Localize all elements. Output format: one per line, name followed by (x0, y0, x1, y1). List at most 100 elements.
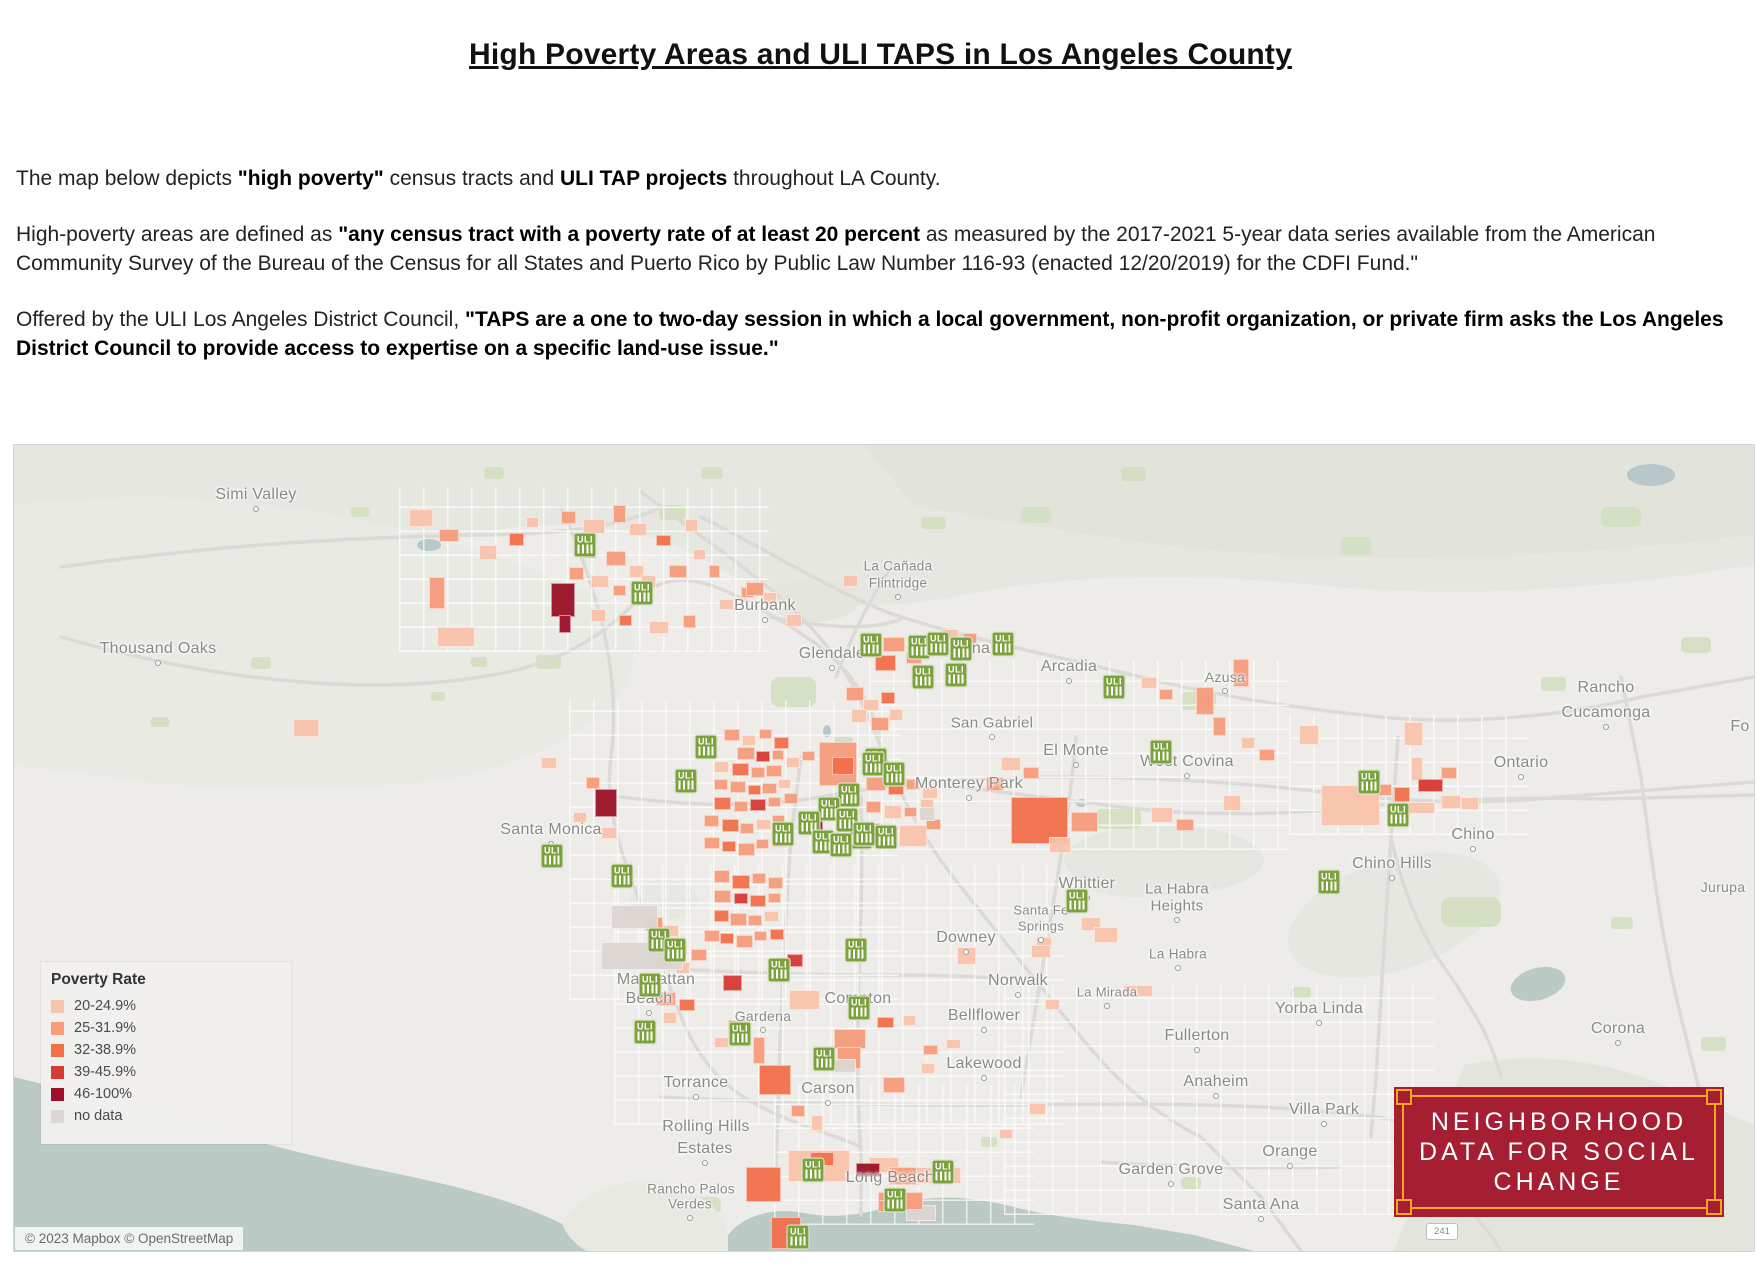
census-tract[interactable] (561, 511, 576, 524)
census-tract[interactable] (919, 807, 935, 821)
census-tract[interactable] (723, 975, 742, 991)
census-tract[interactable] (843, 575, 858, 587)
census-tract[interactable] (683, 615, 696, 628)
census-tract[interactable] (656, 535, 671, 546)
uli-tap-icon[interactable]: ULI (633, 1019, 657, 1045)
census-tract[interactable] (1461, 797, 1479, 810)
uli-tap-icon[interactable]: ULI (949, 636, 973, 662)
census-tract[interactable] (1418, 779, 1443, 792)
census-tract[interactable] (730, 781, 746, 793)
uli-tap-icon[interactable]: ULI (847, 995, 871, 1021)
census-tract[interactable] (714, 779, 728, 790)
census-tract[interactable] (881, 692, 895, 704)
census-tract[interactable] (748, 785, 761, 795)
census-tract[interactable] (595, 789, 617, 817)
census-tract[interactable] (720, 933, 734, 944)
census-tract[interactable] (884, 805, 902, 819)
census-tract[interactable] (923, 1045, 938, 1055)
census-tract[interactable] (756, 751, 770, 762)
census-tract[interactable] (1049, 837, 1071, 853)
census-tract[interactable] (904, 807, 917, 817)
census-tract[interactable] (732, 763, 749, 776)
census-tract[interactable] (883, 637, 905, 652)
uli-tap-icon[interactable]: ULI (1065, 888, 1089, 914)
census-tract[interactable] (722, 819, 739, 832)
census-tract[interactable] (832, 757, 854, 775)
uli-tap-icon[interactable]: ULI (610, 863, 634, 889)
uli-tap-icon[interactable]: ULI (812, 1046, 836, 1072)
census-tract[interactable] (756, 819, 771, 830)
census-tract[interactable] (1011, 797, 1068, 844)
census-tract[interactable] (606, 551, 626, 566)
census-tract[interactable] (1071, 812, 1098, 832)
census-tract[interactable] (1196, 687, 1214, 715)
census-tract[interactable] (1159, 689, 1173, 700)
census-tract[interactable] (573, 812, 587, 823)
census-tract[interactable] (999, 1129, 1013, 1139)
census-tract[interactable] (663, 1012, 677, 1024)
census-tract[interactable] (693, 549, 706, 560)
census-tract[interactable] (778, 779, 791, 789)
census-tract[interactable] (899, 825, 927, 847)
census-tract[interactable] (691, 949, 707, 961)
census-tract[interactable] (1241, 737, 1255, 749)
census-tract[interactable] (591, 575, 609, 588)
census-tract[interactable] (756, 839, 769, 849)
census-tract[interactable] (740, 823, 754, 834)
census-tract[interactable] (851, 709, 867, 723)
uli-tap-icon[interactable]: ULI (767, 957, 791, 983)
census-tract[interactable] (649, 621, 669, 634)
uli-tap-icon[interactable]: ULI (663, 937, 687, 963)
census-tract[interactable] (730, 913, 747, 926)
uli-tap-icon[interactable]: ULI (630, 580, 654, 606)
census-tract[interactable] (1213, 717, 1226, 736)
census-tract[interactable] (1176, 819, 1194, 831)
legend-item[interactable]: 39-45.9% (41, 1061, 291, 1083)
census-tract[interactable] (770, 929, 784, 940)
uli-tap-icon[interactable]: ULI (944, 662, 968, 688)
legend-item[interactable]: 25-31.9% (41, 1017, 291, 1039)
census-tract[interactable] (734, 801, 748, 812)
census-tract[interactable] (722, 841, 736, 852)
census-tract[interactable] (750, 799, 766, 811)
census-tract[interactable] (1441, 767, 1457, 779)
census-tract[interactable] (754, 931, 767, 941)
census-tract[interactable] (429, 577, 445, 609)
census-tract[interactable] (946, 1039, 961, 1049)
census-tract[interactable] (752, 873, 766, 884)
census-tract[interactable] (772, 750, 784, 760)
census-tract[interactable] (834, 1029, 866, 1049)
census-tract[interactable] (629, 565, 644, 578)
map-attribution[interactable]: © 2023 Mapbox © OpenStreetMap (15, 1227, 244, 1250)
census-tract[interactable] (719, 599, 734, 610)
census-tract[interactable] (736, 935, 753, 948)
census-tract[interactable] (613, 505, 626, 523)
census-tract[interactable] (764, 911, 779, 922)
census-tract[interactable] (1321, 785, 1380, 826)
census-tract[interactable] (1411, 757, 1423, 781)
census-tract[interactable] (877, 1017, 894, 1028)
census-tract[interactable] (763, 592, 777, 604)
census-tract[interactable] (1094, 927, 1118, 943)
uli-tap-icon[interactable]: ULI (926, 631, 950, 657)
census-tract[interactable] (714, 1037, 729, 1048)
census-tract[interactable] (863, 699, 879, 711)
census-tract[interactable] (1031, 945, 1051, 958)
uli-tap-icon[interactable]: ULI (674, 768, 698, 794)
uli-tap-icon[interactable]: ULI (852, 821, 876, 847)
census-tract[interactable] (714, 910, 729, 922)
uli-tap-icon[interactable]: ULI (829, 832, 853, 858)
uli-tap-icon[interactable]: ULI (797, 810, 821, 836)
census-tract[interactable] (509, 533, 524, 546)
census-tract[interactable] (1136, 985, 1153, 997)
census-tract[interactable] (479, 545, 497, 560)
census-tract[interactable] (748, 915, 762, 926)
census-tract[interactable] (1023, 767, 1039, 779)
census-tract[interactable] (669, 565, 687, 578)
uli-tap-icon[interactable]: ULI (911, 664, 935, 690)
census-tract[interactable] (724, 729, 740, 741)
census-tract[interactable] (601, 827, 617, 839)
census-tract[interactable] (834, 1059, 856, 1073)
census-tract[interactable] (1029, 1103, 1046, 1115)
census-tract[interactable] (526, 517, 539, 528)
